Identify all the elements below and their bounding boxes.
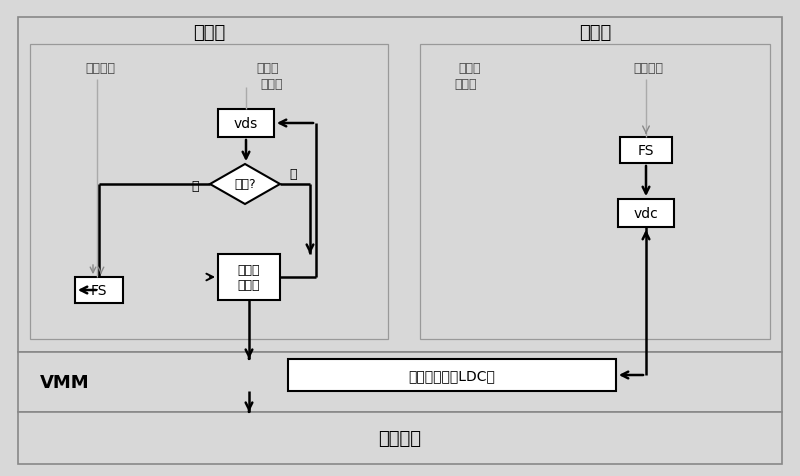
Text: FS: FS xyxy=(90,283,107,298)
Text: 否: 否 xyxy=(290,168,297,181)
Text: 控制域: 控制域 xyxy=(193,24,225,42)
Text: 本地磁
盘驱动: 本地磁 盘驱动 xyxy=(238,263,260,291)
Text: 是: 是 xyxy=(191,180,198,193)
Bar xyxy=(18,412,782,464)
Text: vds: vds xyxy=(234,117,258,131)
Text: vdc: vdc xyxy=(634,207,658,220)
Text: 用户态: 用户态 xyxy=(257,61,279,74)
Bar xyxy=(75,278,123,303)
Bar xyxy=(618,199,674,228)
Bar xyxy=(30,45,388,339)
Text: 磁盘设备: 磁盘设备 xyxy=(378,429,422,447)
Bar xyxy=(620,138,672,164)
Bar xyxy=(288,359,616,391)
Text: 文件?: 文件? xyxy=(234,178,256,191)
Text: 逻辑域通道（LDC）: 逻辑域通道（LDC） xyxy=(409,368,495,382)
Text: 用户态: 用户态 xyxy=(458,61,482,74)
Text: 内核态: 内核态 xyxy=(454,79,478,91)
Text: 客户域: 客户域 xyxy=(579,24,611,42)
Bar xyxy=(18,18,782,352)
Bar xyxy=(218,110,274,138)
Bar xyxy=(420,45,770,339)
Text: 内核态: 内核态 xyxy=(261,79,283,91)
Polygon shape xyxy=(210,165,280,205)
Bar xyxy=(18,352,782,412)
Text: VMM: VMM xyxy=(40,373,90,391)
Text: 读写请求: 读写请求 xyxy=(633,61,663,74)
Bar xyxy=(218,255,280,300)
Text: FS: FS xyxy=(638,144,654,158)
Text: 读写请求: 读写请求 xyxy=(85,61,115,74)
